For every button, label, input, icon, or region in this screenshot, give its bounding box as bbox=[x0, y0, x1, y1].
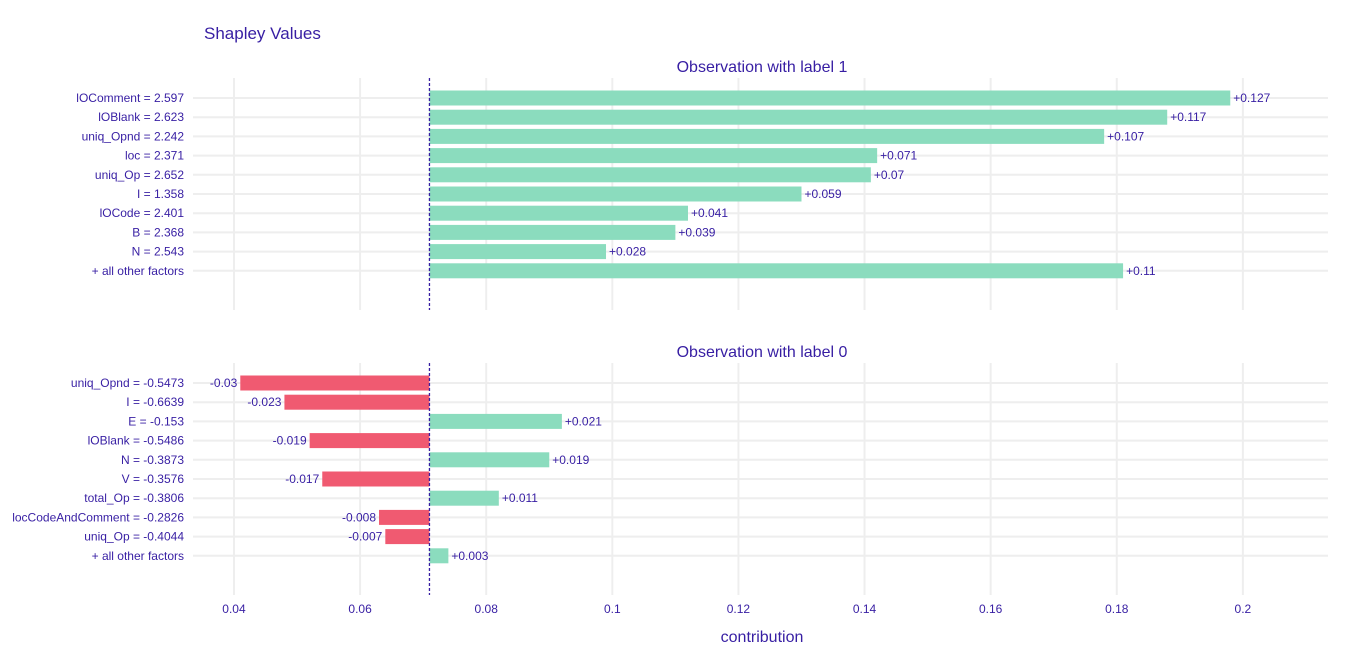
bar-value-label: +0.041 bbox=[691, 206, 728, 220]
feature-label: lOComment = 2.597 bbox=[76, 91, 184, 105]
bar-value-label: +0.107 bbox=[1107, 129, 1144, 143]
contribution-bar[interactable] bbox=[429, 452, 550, 468]
bar-value-label: +0.028 bbox=[609, 245, 646, 259]
feature-label: + all other factors bbox=[92, 264, 184, 278]
bar-value-label: -0.03 bbox=[210, 376, 238, 390]
x-tick-label: 0.08 bbox=[475, 602, 499, 616]
feature-label: I = 1.358 bbox=[137, 187, 184, 201]
contribution-bar[interactable] bbox=[429, 548, 449, 564]
x-tick-label: 0.12 bbox=[727, 602, 751, 616]
x-tick-label: 0.2 bbox=[1235, 602, 1252, 616]
bar-value-label: +0.059 bbox=[804, 187, 841, 201]
contribution-bar[interactable] bbox=[429, 263, 1124, 279]
contribution-bar[interactable] bbox=[385, 529, 430, 545]
contribution-bar[interactable] bbox=[429, 109, 1168, 125]
feature-label: uniq_Opnd = -0.5473 bbox=[71, 376, 184, 390]
feature-label: N = 2.543 bbox=[132, 245, 185, 259]
x-tick-label: 0.06 bbox=[348, 602, 372, 616]
feature-label: + all other factors bbox=[92, 549, 184, 563]
feature-label: lOBlank = -0.5486 bbox=[88, 434, 185, 448]
contribution-bar[interactable] bbox=[429, 90, 1231, 106]
bar-value-label: +0.127 bbox=[1233, 91, 1270, 105]
feature-label: lOBlank = 2.623 bbox=[98, 110, 184, 124]
contribution-bar[interactable] bbox=[429, 128, 1105, 144]
x-tick-label: 0.18 bbox=[1105, 602, 1129, 616]
contribution-bar[interactable] bbox=[379, 509, 430, 525]
bar-value-label: +0.003 bbox=[451, 549, 488, 563]
bar-value-label: -0.017 bbox=[285, 472, 319, 486]
contribution-bar[interactable] bbox=[429, 186, 802, 202]
contribution-bar[interactable] bbox=[309, 433, 430, 449]
feature-label: uniq_Opnd = 2.242 bbox=[82, 129, 185, 143]
contribution-bar[interactable] bbox=[429, 413, 562, 429]
panel-subtitle: Observation with label 0 bbox=[677, 344, 848, 361]
panel-1: Observation with label 1 lOComment = 2.59… bbox=[76, 59, 1328, 310]
contribution-bar[interactable] bbox=[284, 394, 430, 410]
bar-value-label: +0.039 bbox=[678, 225, 715, 239]
bar-value-label: -0.008 bbox=[342, 510, 376, 524]
contribution-bar[interactable] bbox=[240, 375, 430, 391]
feature-label: total_Op = -0.3806 bbox=[84, 491, 184, 505]
feature-label: V = -0.3576 bbox=[122, 472, 185, 486]
bar-value-label: +0.011 bbox=[502, 491, 538, 505]
feature-label: lOCode = 2.401 bbox=[100, 206, 185, 220]
bar-value-label: -0.019 bbox=[273, 434, 307, 448]
contribution-bar[interactable] bbox=[322, 471, 430, 487]
feature-label: E = -0.153 bbox=[128, 414, 184, 428]
feature-label: locCodeAndComment = -0.2826 bbox=[12, 510, 184, 524]
feature-label: N = -0.3873 bbox=[121, 453, 184, 467]
x-axis: 0.04 0.06 0.08 0.1 0.12 0.14 0.16 0.18 0.2 bbox=[222, 602, 1251, 616]
feature-label: loc = 2.371 bbox=[125, 149, 184, 163]
feature-label: B = 2.368 bbox=[132, 225, 184, 239]
bar-value-label: +0.07 bbox=[874, 168, 905, 182]
feature-label: uniq_Op = 2.652 bbox=[95, 168, 184, 182]
x-tick-label: 0.14 bbox=[853, 602, 877, 616]
bar-value-label: +0.071 bbox=[880, 149, 917, 163]
x-tick-label: 0.1 bbox=[604, 602, 621, 616]
contribution-bar[interactable] bbox=[429, 244, 607, 260]
bar-value-label: +0.019 bbox=[552, 453, 589, 467]
contribution-bar[interactable] bbox=[429, 490, 499, 506]
x-tick-label: 0.04 bbox=[222, 602, 246, 616]
chart-panels: Observation with label 1 lOComment = 2.59… bbox=[12, 59, 1328, 595]
x-tick-label: 0.16 bbox=[979, 602, 1003, 616]
bar-value-label: +0.117 bbox=[1170, 110, 1206, 124]
contribution-bar[interactable] bbox=[429, 167, 871, 183]
bar-value-label: +0.021 bbox=[565, 414, 602, 428]
feature-label: I = -0.6639 bbox=[126, 395, 184, 409]
contribution-bar[interactable] bbox=[429, 148, 878, 164]
panel-subtitle: Observation with label 1 bbox=[677, 59, 848, 76]
bar-value-label: -0.023 bbox=[247, 395, 281, 409]
panel-2: Observation with label 0 uniq_Opnd = -0.5… bbox=[12, 344, 1328, 595]
bar-value-label: +0.11 bbox=[1126, 264, 1156, 278]
feature-label: uniq_Op = -0.4044 bbox=[84, 530, 184, 544]
x-axis-label: contribution bbox=[721, 629, 804, 646]
chart-title: Shapley Values bbox=[204, 24, 321, 43]
contribution-bar[interactable] bbox=[429, 205, 688, 221]
bar-value-label: -0.007 bbox=[348, 530, 382, 544]
contribution-bar[interactable] bbox=[429, 224, 676, 240]
